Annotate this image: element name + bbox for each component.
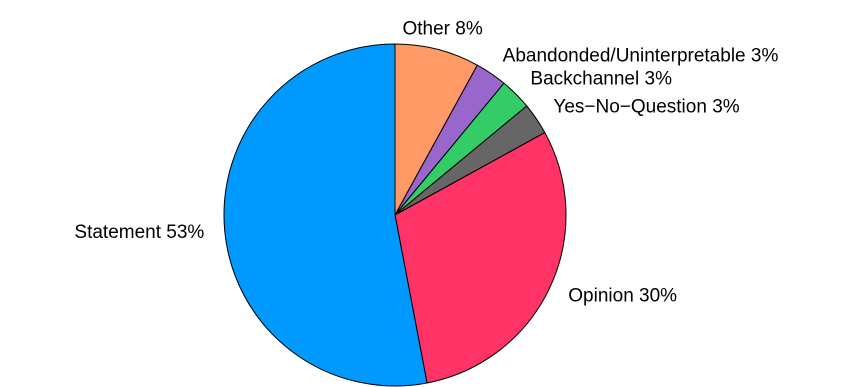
pie-label-yes-no-question: Yes−No−Question 3% (553, 96, 739, 117)
pie-labels: Other 8% Abandonded/Uninterpretable 3%Bac… (74, 19, 778, 307)
pie-slices (223, 43, 567, 387)
pie-label-backchannel: Backchannel 3% (530, 69, 672, 90)
pie-label-abandonded-uninterpretable: Abandonded/Uninterpretable 3% (503, 46, 779, 67)
pie-label-statement: Statement 53% (74, 222, 204, 243)
pie-slice-statement (223, 43, 428, 387)
pie-label-opinion: Opinion 30% (568, 286, 677, 307)
pie-slice-opinion (394, 132, 567, 384)
pie-label-other: Other 8% (402, 19, 482, 40)
